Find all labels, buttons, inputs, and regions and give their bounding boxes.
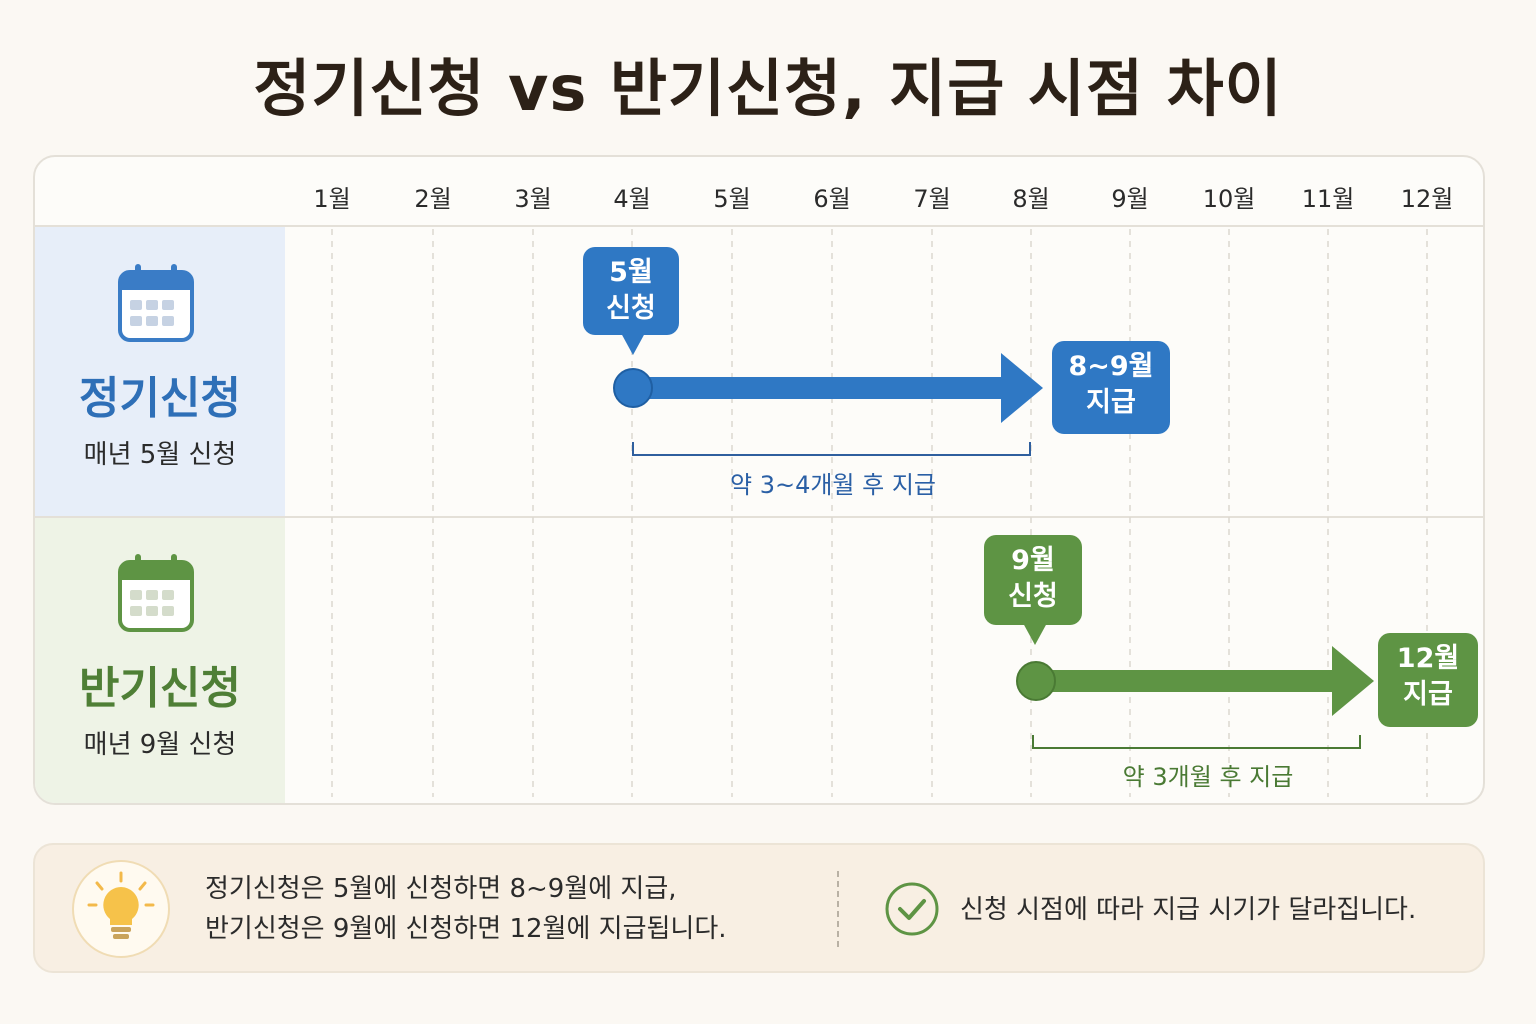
half-bracket bbox=[1032, 735, 1361, 749]
regular-span-label: 약 3~4개월 후 지급 bbox=[729, 471, 936, 499]
row-divider bbox=[35, 516, 1483, 518]
half-apply-bubble: 9월 신청 bbox=[984, 535, 1082, 625]
page-title: 정기신청 vs 반기신청, 지급 시점 차이 bbox=[253, 52, 1283, 125]
regular-arrow bbox=[613, 353, 1043, 423]
calendar-icon bbox=[118, 554, 194, 632]
lightbulb-icon bbox=[72, 860, 170, 958]
pay-month: 12월 bbox=[1396, 643, 1460, 674]
timeline-graphic bbox=[331, 229, 1428, 797]
half-subtitle: 매년 9월 신청 bbox=[83, 730, 237, 760]
half-span-label: 약 3개월 후 지급 bbox=[1122, 763, 1294, 791]
footer-divider bbox=[837, 871, 839, 947]
pay-month: 8~9월 bbox=[1068, 351, 1154, 382]
month-label: 5월 bbox=[713, 185, 751, 213]
month-label: 4월 bbox=[613, 185, 651, 213]
month-label: 1월 bbox=[313, 185, 351, 213]
month-label: 6월 bbox=[813, 185, 851, 213]
bubble-pointer bbox=[621, 333, 645, 355]
apply-month: 9월 bbox=[1011, 545, 1055, 576]
pay-label: 지급 bbox=[1086, 387, 1136, 418]
apply-label: 신청 bbox=[606, 293, 656, 324]
half-title: 반기신청 bbox=[79, 663, 241, 714]
bubble-pointer bbox=[1023, 623, 1047, 645]
month-label: 3월 bbox=[514, 185, 552, 213]
summary-line-2: 반기신청은 9월에 신청하면 12월에 지급됩니다. bbox=[205, 914, 727, 944]
month-label: 7월 bbox=[913, 185, 951, 213]
apply-month: 5월 bbox=[609, 257, 653, 288]
regular-title: 정기신청 bbox=[79, 373, 241, 424]
month-label: 8월 bbox=[1012, 185, 1050, 213]
check-circle-icon bbox=[885, 882, 939, 936]
month-label: 9월 bbox=[1111, 185, 1149, 213]
timeline-panel: 1월 2월 3월 4월 5월 6월 7월 8월 9월 10월 11월 12월 bbox=[33, 155, 1485, 805]
summary-line-1: 정기신청은 5월에 신청하면 8~9월에 지급, bbox=[205, 874, 677, 904]
calendar-icon bbox=[118, 264, 194, 342]
month-label: 12월 bbox=[1400, 185, 1454, 213]
month-label: 11월 bbox=[1301, 185, 1355, 213]
apply-label: 신청 bbox=[1008, 581, 1058, 612]
half-arrow bbox=[1016, 646, 1374, 716]
half-pay-bubble: 12월 지급 bbox=[1378, 633, 1478, 727]
summary-box: 정기신청은 5월에 신청하면 8~9월에 지급, 반기신청은 9월에 신청하면 … bbox=[33, 843, 1485, 973]
regular-subtitle: 매년 5월 신청 bbox=[83, 440, 237, 470]
regular-pay-bubble: 8~9월 지급 bbox=[1052, 341, 1170, 434]
regular-apply-bubble: 5월 신청 bbox=[583, 247, 679, 335]
regular-bracket bbox=[632, 442, 1031, 456]
month-label: 10월 bbox=[1202, 185, 1256, 213]
pay-label: 지급 bbox=[1403, 679, 1453, 710]
summary-note: 신청 시점에 따라 지급 시기가 달라집니다. bbox=[960, 895, 1417, 925]
month-header: 1월 2월 3월 4월 5월 6월 7월 8월 9월 10월 11월 12월 bbox=[35, 157, 1483, 227]
month-gridlines bbox=[331, 229, 1428, 797]
month-label: 2월 bbox=[414, 185, 452, 213]
